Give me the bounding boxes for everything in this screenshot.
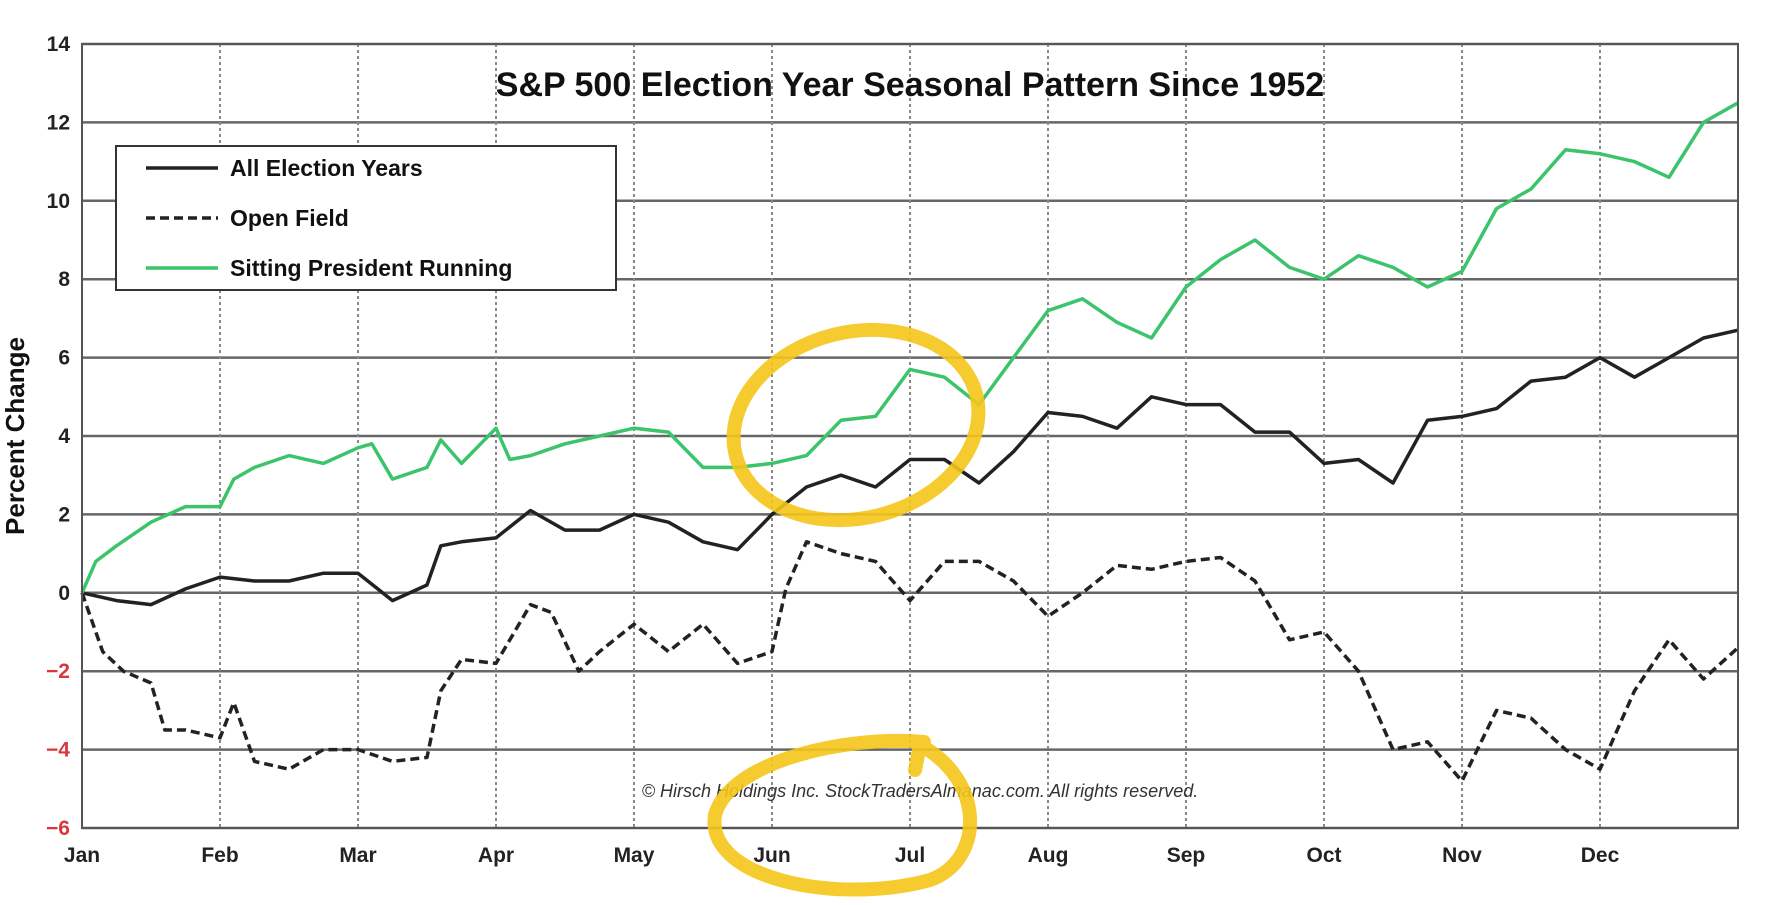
y-tick-label: 8 (58, 268, 70, 291)
y-tick-label: 2 (58, 503, 70, 526)
x-tick-label: Apr (478, 844, 514, 867)
highlight-circle-jun-jul-axis (707, 733, 978, 897)
y-tick-label: 0 (58, 582, 70, 605)
x-tick-label: Feb (201, 844, 238, 867)
x-tick-label: Mar (339, 844, 376, 867)
legend-box (115, 145, 617, 291)
y-tick-label: 4 (58, 425, 70, 448)
y-tick-label: −6 (46, 817, 70, 840)
legend-label-2: Sitting President Running (230, 255, 512, 281)
x-tick-label: Jun (753, 844, 790, 867)
y-tick-label: 6 (58, 347, 70, 370)
series-lines (80, 101, 1740, 783)
y-axis-label: Percent Change (0, 337, 30, 535)
copyright-notice: © Hirsch Holdings Inc. StockTradersAlman… (642, 781, 1198, 801)
x-tick-label: Sep (1167, 844, 1206, 867)
x-tick-label: Nov (1442, 844, 1482, 867)
highlight-circle-jun-jul-lines (726, 322, 986, 528)
plot-border (81, 43, 1739, 829)
highlight-annotations (707, 322, 986, 897)
series-line-2 (80, 101, 1739, 594)
y-axis-ticks: 14 12 10 8 6 4 2 0 −2 −4 −6 (46, 33, 70, 840)
x-tick-label: Dec (1581, 844, 1620, 867)
x-axis-ticks: Jan Feb Mar Apr May Jun Jul Aug Sep Oct Nov Dec (64, 844, 1620, 867)
y-tick-label: −2 (46, 660, 70, 683)
y-tick-label: 10 (47, 190, 70, 213)
y-tick-label: −4 (46, 739, 70, 762)
series-line-1 (80, 540, 1740, 783)
x-tick-label: Aug (1028, 844, 1069, 867)
x-tick-label: May (614, 844, 655, 867)
x-tick-label: Jul (895, 844, 925, 867)
series-line-0 (81, 328, 1739, 607)
y-tick-label: 14 (47, 33, 71, 56)
y-tick-label: 12 (47, 111, 70, 134)
x-tick-label: Jan (64, 844, 100, 867)
x-tick-label: Oct (1306, 844, 1341, 867)
chart-title: S&P 500 Election Year Seasonal Pattern S… (496, 66, 1324, 104)
legend-label-1: Open Field (230, 205, 349, 231)
legend-label-0: All Election Years (230, 155, 423, 181)
legend: All Election Years Open Field Sitting Pres… (115, 145, 617, 291)
